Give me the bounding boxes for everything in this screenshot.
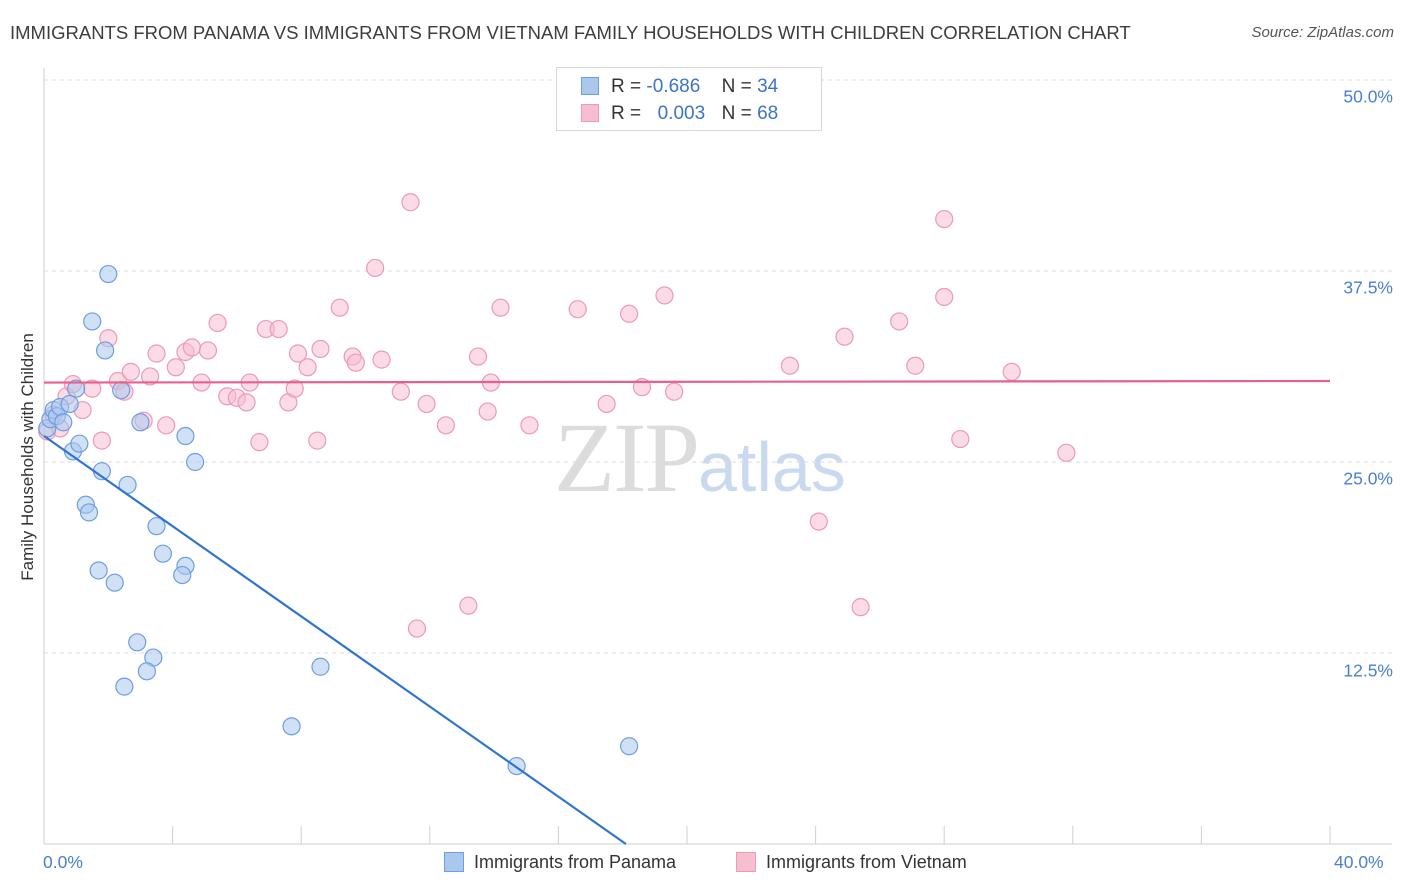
vietnam-r-value: 0.003 [646,103,716,125]
x-tick-label-max: 40.0% [1334,852,1384,873]
vietnam-point [598,395,615,412]
vietnam-point [199,342,216,359]
scatter-plot [0,0,1406,892]
n-label: N = [722,76,752,97]
panama-point [177,428,194,445]
vietnam-n-value: 68 [757,103,778,124]
vietnam-point [621,305,638,322]
r-label: R = [611,76,641,97]
vietnam-point [952,431,969,448]
panama-point [132,414,149,431]
panama-point [116,678,133,695]
vietnam-point [347,354,364,371]
panama-point [312,658,329,675]
vietnam-point [408,620,425,637]
vietnam-point [402,194,419,211]
panama-point [621,738,638,755]
panama-point [81,504,98,521]
vietnam-point [460,597,477,614]
vietnam-point [907,357,924,374]
legend-row-vietnam: R = 0.003 N = 68 [581,103,778,125]
vietnam-point [331,299,348,316]
vietnam-point [299,359,316,376]
vietnam-point [148,345,165,362]
vietnam-point [521,417,538,434]
y-tick-label: 25.0% [1343,469,1393,490]
bottom-legend-panama: Immigrants from Panama [444,852,676,873]
panama-point [154,545,171,562]
vietnam-point [309,432,326,449]
y-tick-label: 12.5% [1343,661,1393,682]
panama-point [84,313,101,330]
vietnam-point [852,599,869,616]
panama-point [174,567,191,584]
vietnam-trend-line [44,381,1330,383]
vietnam-point [781,357,798,374]
vietnam-point [437,417,454,434]
vietnam-point [936,211,953,228]
vietnam-point [367,259,384,276]
vietnam-point [569,301,586,318]
panama-legend-label: Immigrants from Panama [474,852,676,872]
vietnam-point [470,348,487,365]
vietnam-point [418,395,435,412]
y-tick-label: 50.0% [1343,87,1393,108]
vietnam-point [167,359,184,376]
vietnam-point [373,351,390,368]
vietnam-point [392,383,409,400]
panama-swatch [581,77,599,95]
vietnam-point [209,314,226,331]
vietnam-point [270,321,287,338]
panama-point [106,574,123,591]
vietnam-point [312,340,329,357]
vietnam-point [251,434,268,451]
vietnam-point [656,287,673,304]
vietnam-point [238,394,255,411]
panama-legend-swatch [444,852,464,872]
vietnam-point [479,403,496,420]
vietnam-point [836,328,853,345]
vietnam-point [93,432,110,449]
vietnam-point [936,288,953,305]
panama-r-value: -0.686 [646,76,716,98]
panama-point [71,435,88,452]
vietnam-legend-swatch [736,852,756,872]
panama-point [55,414,72,431]
vietnam-point [122,363,139,380]
panama-point [138,663,155,680]
vietnam-legend-label: Immigrants from Vietnam [766,852,967,872]
vietnam-point [1058,444,1075,461]
panama-point [100,266,117,283]
panama-point [283,718,300,735]
bottom-legend-vietnam: Immigrants from Vietnam [736,852,967,873]
r-label: R = [611,103,641,124]
y-axis-label: Family Households with Children [18,333,38,581]
legend-row-panama: R = -0.686 N = 34 [581,76,778,98]
vietnam-point [810,513,827,530]
vietnam-point [492,299,509,316]
vietnam-point [666,383,683,400]
panama-point [97,342,114,359]
vietnam-swatch [581,104,599,122]
y-tick-label: 37.5% [1343,278,1393,299]
n-label: N = [722,103,752,124]
correlation-legend: R = -0.686 N = 34 R = 0.003 N = 68 [556,67,822,131]
x-tick-label-min: 0.0% [43,852,83,873]
vietnam-point [183,339,200,356]
vietnam-point [158,417,175,434]
panama-point [90,562,107,579]
panama-point [61,395,78,412]
panama-point [187,454,204,471]
panama-point [129,634,146,651]
panama-point [113,382,130,399]
vietnam-point [1003,363,1020,380]
vietnam-point [891,313,908,330]
panama-n-value: 34 [757,76,778,97]
